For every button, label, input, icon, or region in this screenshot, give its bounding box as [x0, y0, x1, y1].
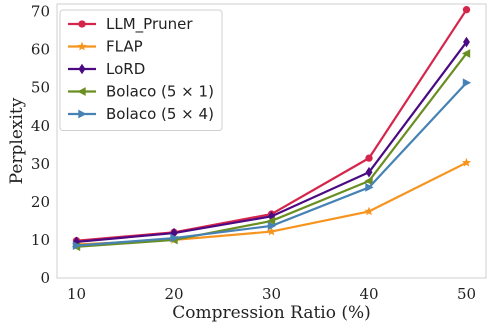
data-point — [365, 154, 373, 162]
data-point — [462, 6, 471, 14]
data-point — [364, 206, 374, 216]
legend-label: LoRD — [106, 60, 145, 78]
legend-label: Bolaco (5 × 1) — [106, 83, 214, 101]
x-axis-label: Compression Ratio (%) — [172, 303, 371, 323]
series-bolaco-5-4 — [72, 78, 472, 251]
data-point — [170, 227, 178, 239]
x-tick-label: 30 — [262, 285, 281, 303]
legend-item: LoRD — [68, 60, 145, 78]
y-tick-label: 20 — [31, 193, 50, 211]
data-point — [364, 176, 373, 186]
data-point — [267, 221, 277, 231]
legend: LLM_Pruner FLAP LoRD Bolaco (5 × 1) Bolaco (… — [59, 9, 223, 131]
data-point — [365, 166, 373, 178]
legend-box — [59, 9, 223, 131]
legend-label: LLM_Pruner — [106, 15, 193, 34]
tick-labels: 0 10 20 30 40 50 60 70 10 20 30 40 50 — [31, 3, 476, 303]
x-tick-label: 20 — [164, 285, 183, 303]
legend-item: LLM_Pruner — [68, 15, 193, 34]
legend-item: Bolaco (5 × 1) — [68, 83, 214, 101]
data-point — [78, 63, 86, 75]
data-point — [461, 49, 471, 58]
series-group — [71, 6, 472, 252]
y-tick-label: 30 — [31, 155, 50, 173]
series-lord — [73, 36, 470, 248]
data-point — [461, 157, 472, 167]
x-tick-label: 50 — [457, 285, 476, 303]
data-point — [266, 216, 276, 226]
legend-label: FLAP — [106, 38, 143, 56]
x-tick-label: 40 — [359, 285, 378, 303]
data-point — [266, 226, 277, 236]
y-tick-label: 70 — [31, 3, 50, 21]
y-tick-label: 0 — [40, 269, 50, 287]
y-tick-label: 40 — [31, 117, 50, 135]
data-point — [77, 41, 87, 51]
data-point — [462, 78, 472, 88]
data-point — [78, 109, 87, 119]
legend-label: Bolaco (5 × 4) — [106, 105, 214, 123]
data-point — [77, 87, 86, 96]
y-tick-label: 60 — [31, 41, 50, 59]
data-point — [463, 36, 470, 48]
legend-item: Bolaco (5 × 4) — [68, 105, 214, 123]
legend-item: FLAP — [68, 38, 143, 56]
y-tick-label: 10 — [31, 231, 50, 249]
data-point — [72, 241, 82, 251]
data-point — [365, 183, 374, 192]
y-tick-label: 50 — [31, 79, 50, 97]
data-point — [170, 233, 179, 243]
x-tick-label: 10 — [67, 285, 86, 303]
data-point — [78, 20, 86, 28]
y-axis-label: Perplexity — [7, 97, 27, 184]
